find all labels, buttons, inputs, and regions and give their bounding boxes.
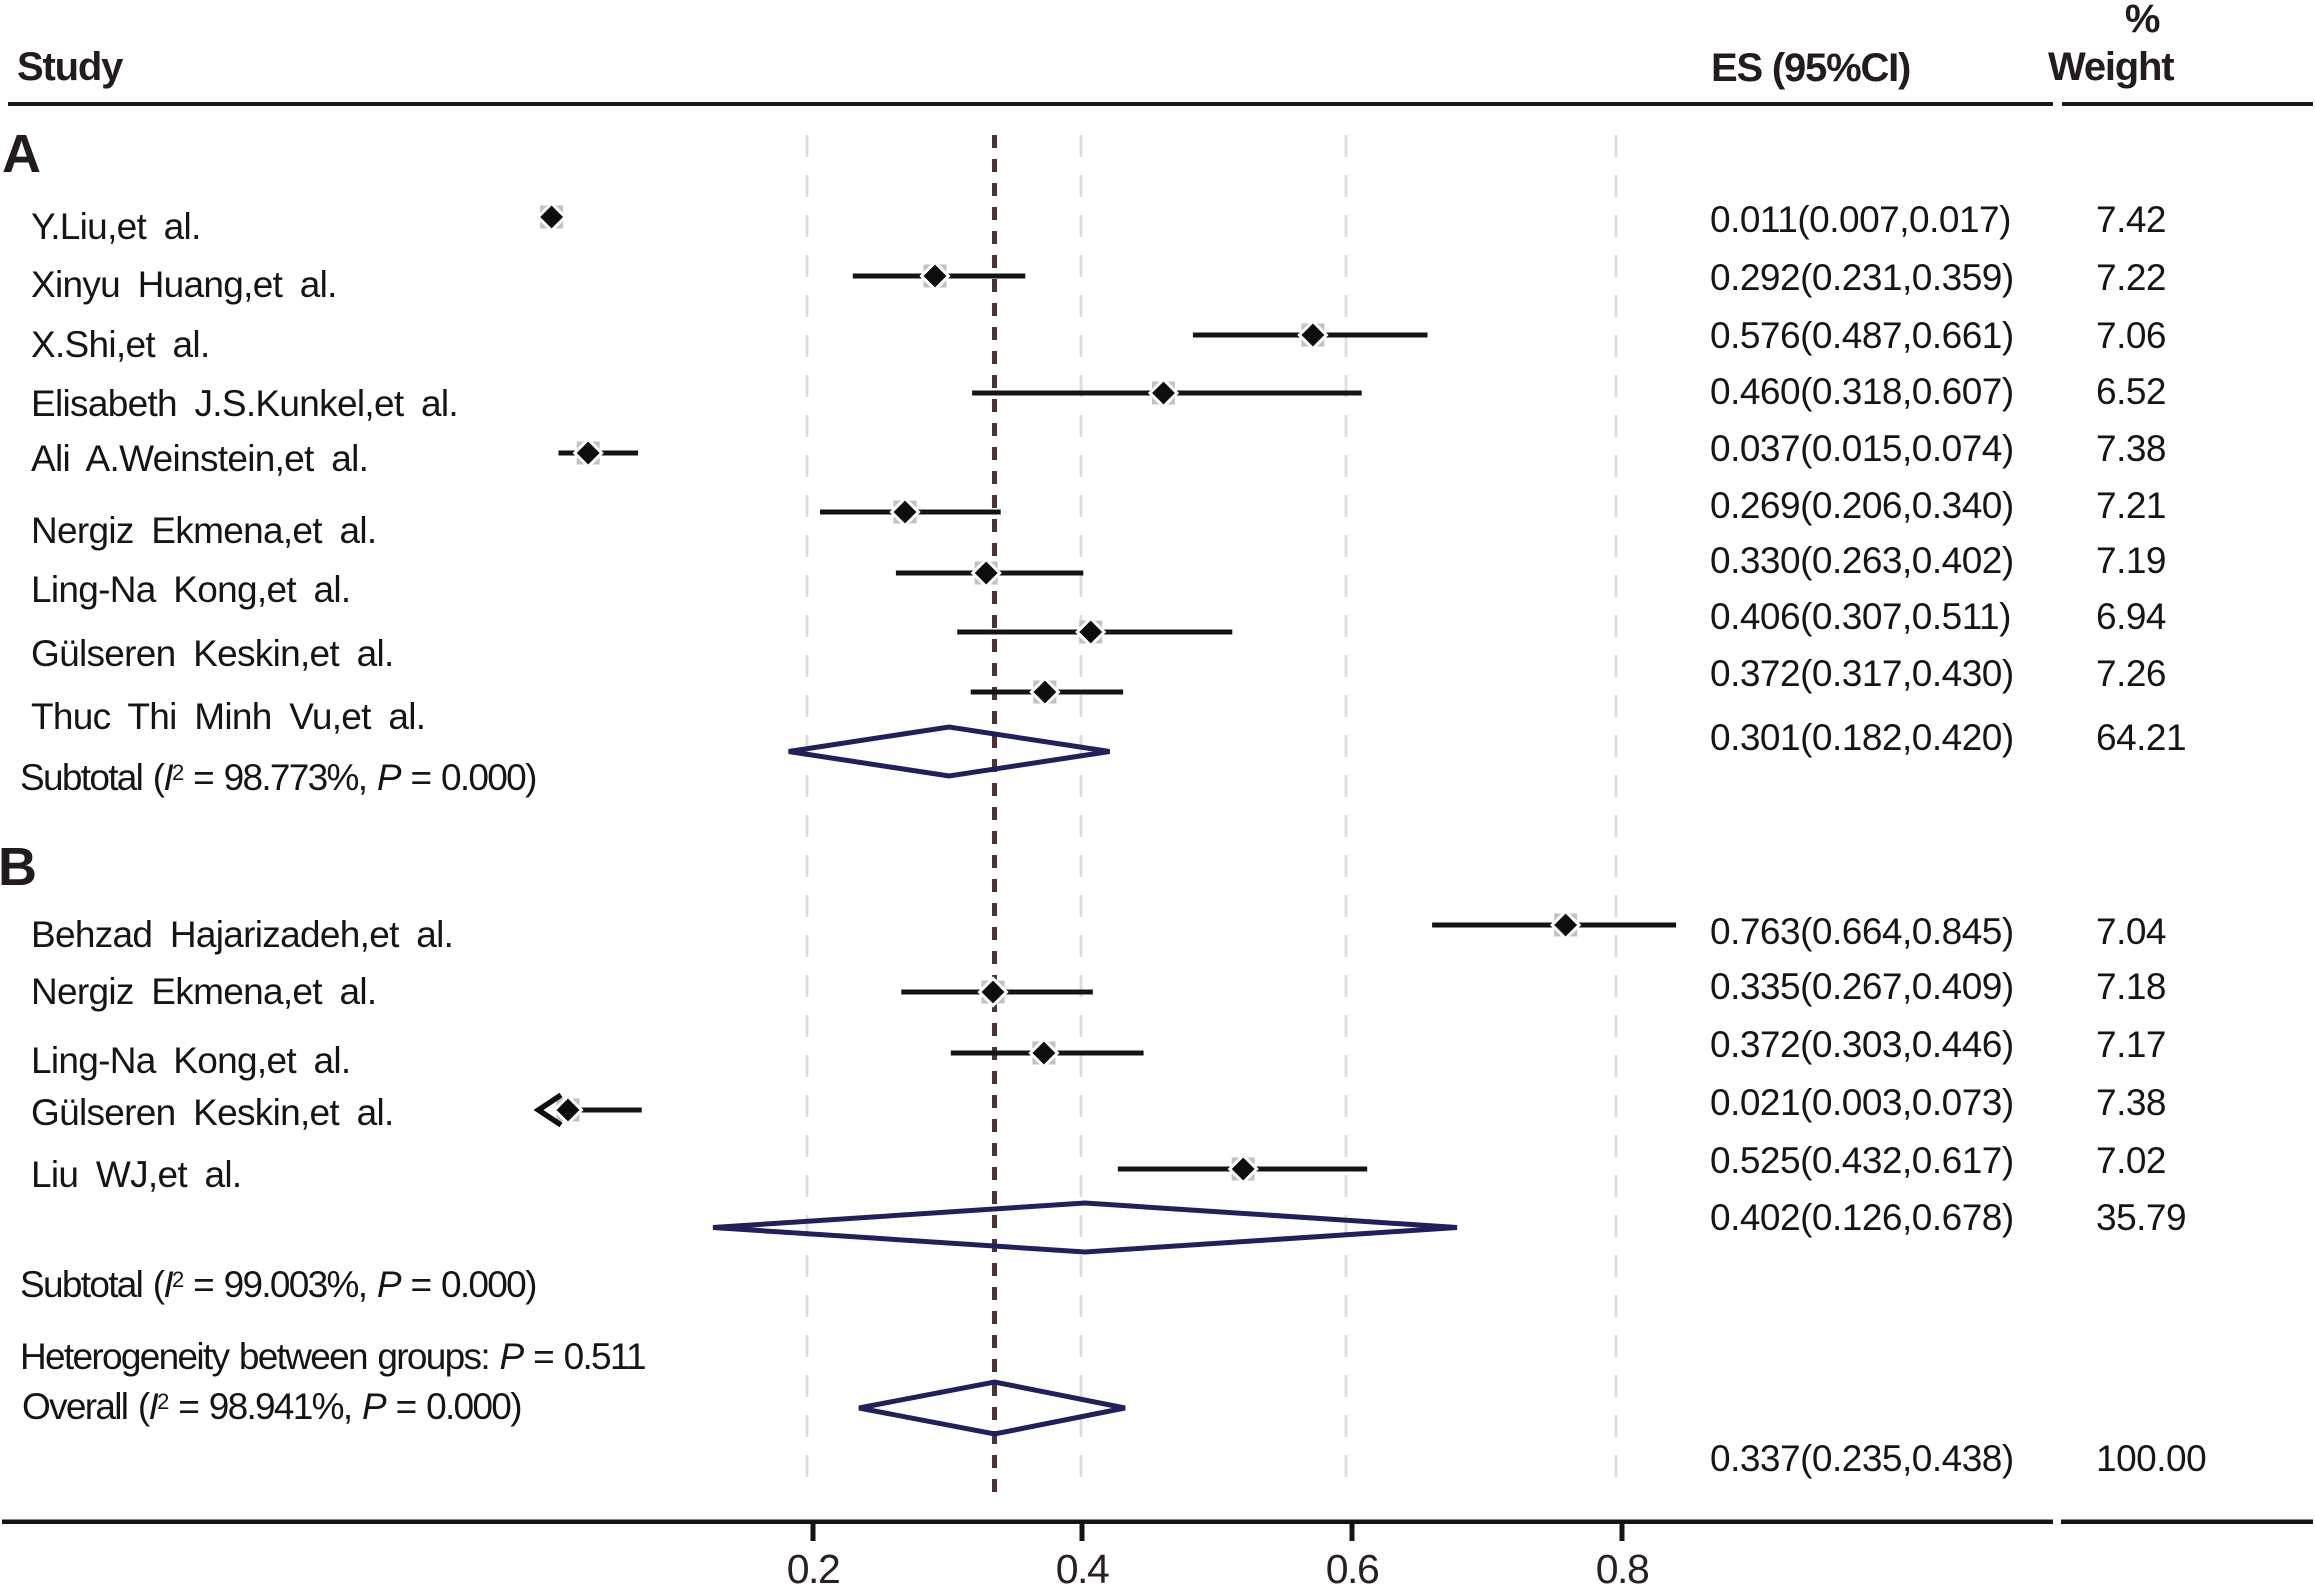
svg-text:0.402(0.126,0.678): 0.402(0.126,0.678) [1710,1197,2014,1238]
svg-text:0.021(0.003,0.073): 0.021(0.003,0.073) [1710,1082,2014,1123]
svg-text:%: % [2125,0,2160,41]
svg-text:0.292(0.231,0.359): 0.292(0.231,0.359) [1710,257,2014,298]
svg-text:Liu WJ,et al.: Liu WJ,et al. [31,1154,241,1195]
svg-text:Nergiz Ekmena,et al.: Nergiz Ekmena,et al. [31,510,376,551]
svg-text:6.52: 6.52 [2096,371,2166,412]
svg-text:0.6: 0.6 [1326,1546,1379,1584]
svg-text:64.21: 64.21 [2096,717,2186,758]
svg-text:Elisabeth J.S.Kunkel,et al.: Elisabeth J.S.Kunkel,et al. [31,383,458,424]
svg-text:7.18: 7.18 [2096,966,2166,1007]
svg-text:Heterogeneity between groups:: Heterogeneity between groups: P = 0.511 [20,1336,645,1377]
svg-text:0.525(0.432,0.617): 0.525(0.432,0.617) [1710,1140,2014,1181]
svg-text:0.301(0.182,0.420): 0.301(0.182,0.420) [1710,717,2014,758]
svg-text:B: B [0,837,36,897]
svg-text:Weight: Weight [2048,45,2174,89]
svg-text:Xinyu Huang,et al.: Xinyu Huang,et al. [31,264,337,305]
svg-text:Subtotal (I2 = 98.773%, P = 0.: Subtotal (I2 = 98.773%, P = 0.000) [20,757,536,798]
svg-text:7.42: 7.42 [2096,199,2166,240]
svg-text:7.38: 7.38 [2096,1082,2166,1123]
svg-text:0.8: 0.8 [1596,1546,1649,1584]
svg-text:0.406(0.307,0.511): 0.406(0.307,0.511) [1710,596,2011,637]
svg-text:Behzad Hajarizadeh,et al.: Behzad Hajarizadeh,et al. [31,914,453,955]
svg-text:6.94: 6.94 [2096,596,2166,637]
svg-text:0.037(0.015,0.074): 0.037(0.015,0.074) [1710,428,2014,469]
svg-text:35.79: 35.79 [2096,1197,2186,1238]
svg-text:0.576(0.487,0.661): 0.576(0.487,0.661) [1710,315,2014,356]
svg-text:Study: Study [17,45,124,89]
svg-text:Y.Liu,et al.: Y.Liu,et al. [31,206,201,247]
svg-text:Overall (I2 = 98.941%, P = 0.0: Overall (I2 = 98.941%, P = 0.000) [22,1386,521,1427]
svg-text:7.17: 7.17 [2096,1024,2166,1065]
svg-text:0.372(0.303,0.446): 0.372(0.303,0.446) [1710,1024,2014,1065]
svg-text:0.335(0.267,0.409): 0.335(0.267,0.409) [1710,966,2014,1007]
svg-text:7.02: 7.02 [2096,1140,2166,1181]
svg-text:7.38: 7.38 [2096,428,2166,469]
svg-text:Gülseren Keskin,et al.: Gülseren Keskin,et al. [31,633,394,674]
svg-text:Ali A.Weinstein,et al.: Ali A.Weinstein,et al. [31,438,368,479]
svg-text:Subtotal (I2 = 99.003%, P = 0.: Subtotal (I2 = 99.003%, P = 0.000) [20,1264,536,1305]
svg-text:Gülseren Keskin,et al.: Gülseren Keskin,et al. [31,1092,394,1133]
svg-text:Nergiz Ekmena,et al.: Nergiz Ekmena,et al. [31,971,376,1012]
svg-text:0.2: 0.2 [787,1546,840,1584]
svg-text:7.04: 7.04 [2096,911,2166,952]
svg-text:7.19: 7.19 [2096,540,2166,581]
svg-text:0.460(0.318,0.607): 0.460(0.318,0.607) [1710,371,2014,412]
svg-text:0.330(0.263,0.402): 0.330(0.263,0.402) [1710,540,2014,581]
svg-text:0.372(0.317,0.430): 0.372(0.317,0.430) [1710,653,2014,694]
svg-text:7.21: 7.21 [2096,485,2166,526]
svg-text:0.011(0.007,0.017): 0.011(0.007,0.017) [1710,199,2011,240]
svg-text:7.22: 7.22 [2096,257,2166,298]
svg-text:Thuc Thi Minh Vu,et al.: Thuc Thi Minh Vu,et al. [31,696,425,737]
svg-text:A: A [2,124,40,184]
svg-text:Ling-Na Kong,et al.: Ling-Na Kong,et al. [31,1040,350,1081]
svg-text:7.06: 7.06 [2096,315,2166,356]
svg-text:Ling-Na Kong,et al.: Ling-Na Kong,et al. [31,569,350,610]
svg-text:X.Shi,et al.: X.Shi,et al. [31,324,210,365]
svg-text:ES (95%CI): ES (95%CI) [1711,46,1910,90]
svg-text:7.26: 7.26 [2096,653,2166,694]
svg-text:0.4: 0.4 [1056,1546,1109,1584]
svg-text:0.763(0.664,0.845): 0.763(0.664,0.845) [1710,911,2014,952]
svg-text:0.337(0.235,0.438): 0.337(0.235,0.438) [1710,1438,2014,1479]
svg-text:0.269(0.206,0.340): 0.269(0.206,0.340) [1710,485,2014,526]
svg-text:100.00: 100.00 [2096,1438,2206,1479]
